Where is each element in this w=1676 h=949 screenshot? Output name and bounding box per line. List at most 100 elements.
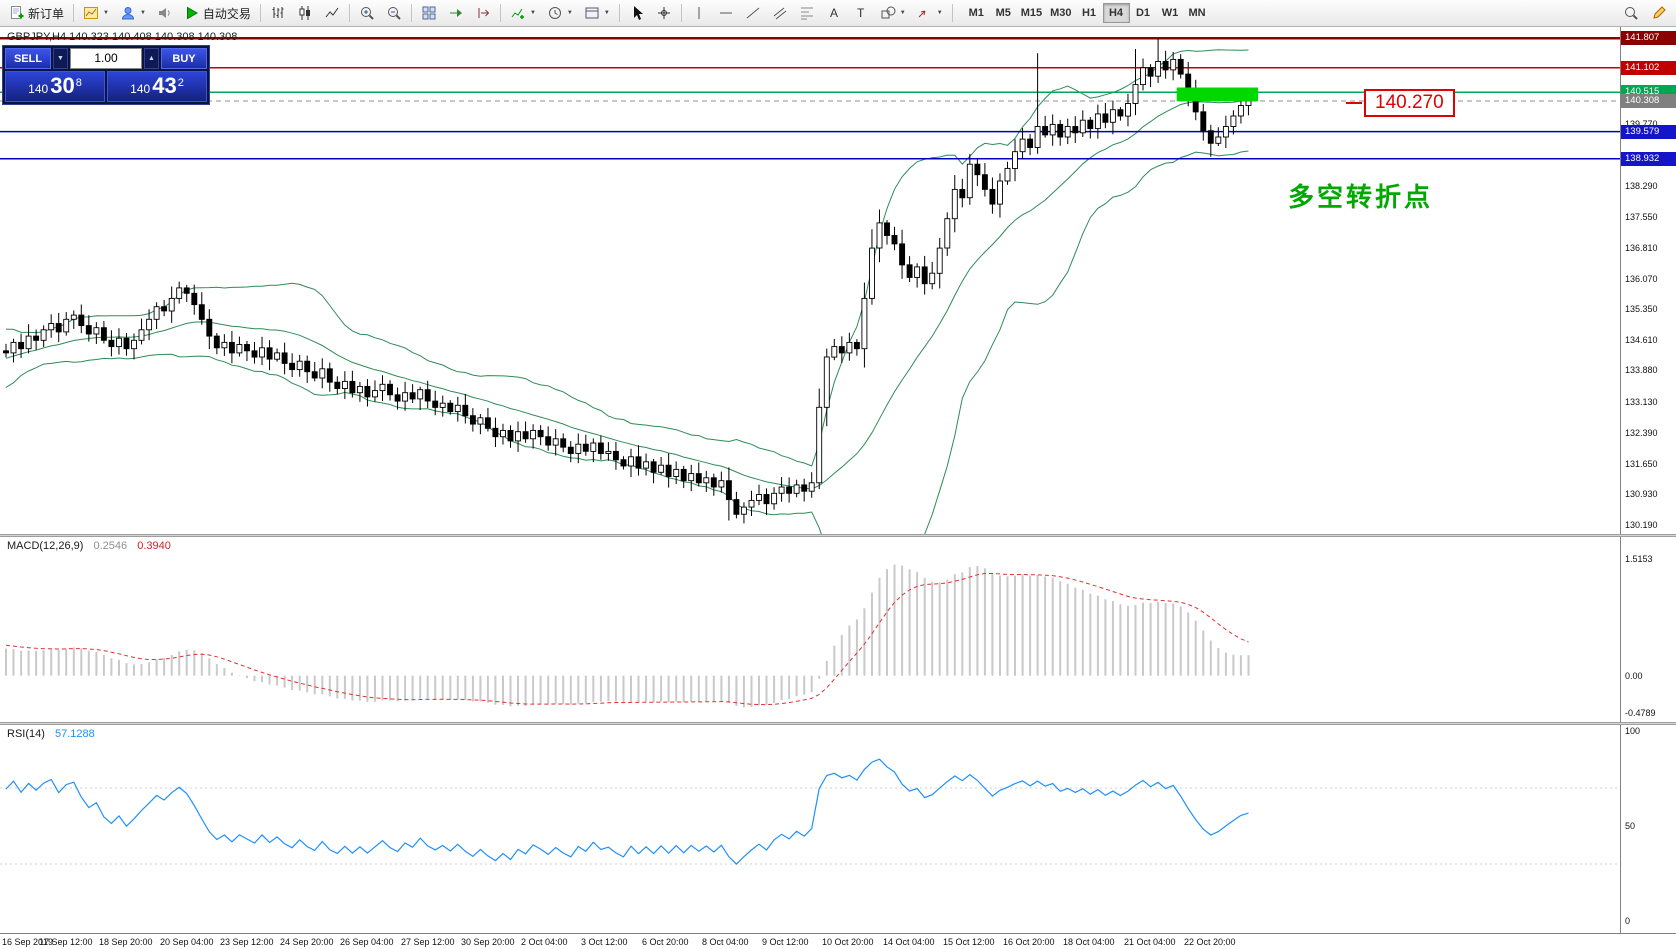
buy-price-sup: 2: [177, 77, 184, 89]
price-axis-tick: 136.070: [1625, 273, 1658, 284]
time-axis-label: 15 Oct 12:00: [943, 937, 995, 947]
trendline-icon: [746, 7, 760, 19]
sell-button[interactable]: SELL: [5, 48, 51, 69]
buy-button[interactable]: BUY: [161, 48, 207, 69]
autotrading-play-icon: [186, 6, 198, 20]
time-axis-label: 20 Sep 04:00: [160, 937, 214, 947]
tf-h4[interactable]: H4: [1102, 3, 1130, 23]
tf-w1[interactable]: W1: [1157, 3, 1184, 23]
cursor-button[interactable]: [624, 2, 650, 24]
autotrading-button[interactable]: 自动交易: [179, 2, 256, 24]
trendline-button[interactable]: [740, 2, 766, 24]
fibonacci-icon: [800, 7, 813, 20]
new-order-icon: [11, 6, 24, 19]
periods-button[interactable]: ▼: [542, 2, 578, 24]
toolbar-separator: [73, 4, 75, 22]
tf-h1[interactable]: H1: [1076, 3, 1103, 23]
vertical-line-button[interactable]: [686, 2, 712, 24]
macd-value-main: 0.2546: [93, 540, 128, 552]
macd-axis-label: 1.5153: [1625, 554, 1653, 565]
new-chart-icon: [84, 7, 99, 19]
autotrading-label: 自动交易: [202, 6, 251, 21]
vertical-line-icon: [698, 7, 700, 19]
time-axis-label: 18 Oct 04:00: [1063, 937, 1115, 947]
price-axis-tag: 141.102: [1621, 60, 1676, 75]
time-axis-label: 2 Oct 04:00: [521, 937, 568, 947]
price-pane-canvas[interactable]: [0, 27, 1620, 534]
dropdown-caret-icon: ▼: [566, 10, 573, 16]
time-axis-label: 14 Oct 04:00: [883, 937, 935, 947]
price-axis-tag: 141.807: [1621, 31, 1676, 46]
panel-divider[interactable]: [0, 722, 1676, 725]
channel-button[interactable]: [767, 2, 793, 24]
new-chart-button[interactable]: ▼: [78, 2, 114, 24]
fibonacci-button[interactable]: [794, 2, 820, 24]
chart-bars-button[interactable]: [265, 2, 291, 24]
time-axis-label: 3 Oct 12:00: [581, 937, 628, 947]
price-axis[interactable]: 139.770 138.290 137.550 136.810 136.070 135.3…: [1620, 27, 1676, 534]
speaker-icon: [158, 8, 170, 18]
macd-axis[interactable]: 1.5153 0.00 -0.4789: [1620, 537, 1676, 722]
buy-price-big: 43: [152, 73, 177, 98]
toolbar-separator: [951, 4, 953, 22]
search-icon: [1625, 7, 1638, 20]
zoom-in-button[interactable]: [354, 2, 380, 24]
new-order-button[interactable]: 新订单: [4, 2, 69, 24]
price-axis-tick: 133.880: [1625, 365, 1658, 376]
annotation-text[interactable]: 多空转折点: [1288, 182, 1434, 212]
tf-m1[interactable]: M1: [963, 3, 990, 23]
chart-shift-button[interactable]: [470, 2, 496, 24]
arrows-button[interactable]: ▼: [912, 2, 948, 24]
price-callout[interactable]: 140.270: [1346, 89, 1455, 117]
macd-pane-canvas[interactable]: [0, 537, 1620, 722]
autoscroll-button[interactable]: [443, 2, 469, 24]
search-button[interactable]: [1618, 2, 1644, 24]
tf-m15[interactable]: M15: [1017, 3, 1046, 23]
horizontal-line-button[interactable]: [713, 2, 739, 24]
chart-line-button[interactable]: [319, 2, 345, 24]
time-axis-label: 22 Oct 20:00: [1184, 937, 1236, 947]
templates-button[interactable]: ▼: [579, 2, 615, 24]
rsi-label: RSI(14): [7, 728, 45, 740]
text-button[interactable]: A: [821, 2, 847, 24]
volume-input[interactable]: 1.00: [70, 48, 142, 69]
chart-candles-button[interactable]: [292, 2, 318, 24]
panel-divider[interactable]: [0, 534, 1676, 537]
indicators-button[interactable]: ▼: [505, 2, 541, 24]
edit-button[interactable]: [1646, 2, 1672, 24]
tf-m5[interactable]: M5: [990, 3, 1017, 23]
time-axis-label: 24 Sep 20:00: [280, 937, 334, 947]
toolbar-separator: [680, 4, 682, 22]
crosshair-button[interactable]: [651, 2, 677, 24]
macd-panel[interactable]: MACD(12,26,9) 0.2546 0.3940: [0, 537, 1620, 722]
tf-m30[interactable]: M30: [1046, 3, 1075, 23]
price-chart-panel[interactable]: GBPJPY,H4 140.323 140.408 140.308 140.30…: [0, 27, 1620, 534]
tf-d1[interactable]: D1: [1130, 3, 1157, 23]
sell-price-display[interactable]: 140 30 8: [5, 71, 105, 102]
zoom-out-button[interactable]: [381, 2, 407, 24]
price-axis-tick: 133.130: [1625, 396, 1658, 407]
volume-decrease-button[interactable]: ▼: [53, 48, 68, 69]
tile-windows-button[interactable]: [416, 2, 442, 24]
rsi-axis[interactable]: 100 50 0: [1620, 725, 1676, 933]
buy-price-display[interactable]: 140 43 2: [107, 71, 207, 102]
rsi-panel[interactable]: RSI(14) 57.1288: [0, 725, 1620, 933]
horizontal-line-icon: [719, 12, 732, 14]
time-axis[interactable]: 16 Sep 2019 17 Sep 12:00 18 Sep 20:00 20 Se…: [0, 933, 1676, 949]
toolbar-separator: [618, 4, 620, 22]
profiles-button[interactable]: ▼: [115, 2, 151, 24]
macd-label-row: MACD(12,26,9) 0.2546 0.3940: [7, 540, 171, 552]
rsi-pane-canvas[interactable]: [0, 725, 1620, 933]
volume-increase-button[interactable]: ▲: [144, 48, 159, 69]
price-axis-tick: 135.350: [1625, 303, 1658, 314]
dropdown-caret-icon: ▼: [139, 10, 146, 16]
sell-price-big: 30: [50, 73, 75, 98]
alerts-button[interactable]: [152, 2, 178, 24]
shapes-button[interactable]: ▼: [875, 2, 911, 24]
dropdown-caret-icon: ▼: [899, 10, 906, 16]
crosshair-icon: [657, 7, 670, 19]
tf-mn[interactable]: MN: [1184, 3, 1211, 23]
time-axis-label: 10 Oct 20:00: [822, 937, 874, 947]
label-button[interactable]: T: [848, 2, 874, 24]
